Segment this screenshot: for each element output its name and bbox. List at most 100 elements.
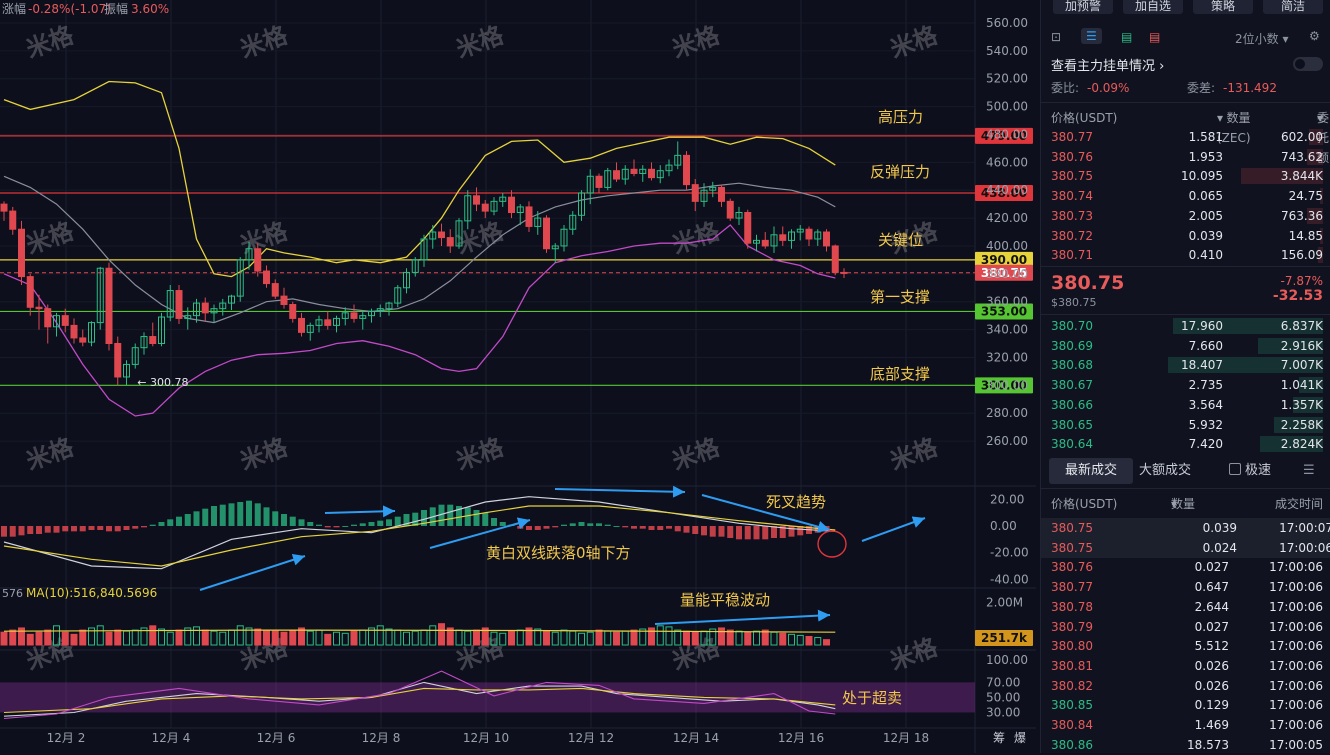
volume-bar xyxy=(210,630,218,646)
candles[interactable]: ← 300.78 xyxy=(0,141,848,389)
speed-checkbox[interactable] xyxy=(1229,463,1241,475)
candle-body xyxy=(254,248,262,272)
trade-row[interactable]: 380.81 0.026 17:00:06 xyxy=(1051,656,1323,676)
macd-bar xyxy=(368,522,375,526)
candle-body xyxy=(79,337,87,343)
orderbook-row[interactable]: 380.76 1.953 743.62 xyxy=(1051,147,1323,167)
trade-row[interactable]: 380.75 0.024 17:00:06 xyxy=(1041,537,1330,558)
annotation-arrow-3 xyxy=(554,485,686,498)
tab-latest-trades[interactable]: 最新成交 xyxy=(1049,458,1133,484)
speed-toggle[interactable]: 极速 xyxy=(1229,458,1271,484)
volume-bar xyxy=(551,631,559,646)
trade-row[interactable]: 380.80 5.512 17:00:06 xyxy=(1051,636,1323,656)
trade-row[interactable]: 380.78 2.644 17:00:06 xyxy=(1051,597,1323,617)
macd-tick: 20.00 xyxy=(990,492,1024,506)
macd-bar xyxy=(97,526,104,530)
candle-body xyxy=(516,206,524,214)
candle-body xyxy=(420,238,428,261)
macd-bar xyxy=(316,524,322,526)
alert-button[interactable]: 加预警 xyxy=(1053,0,1113,14)
strategy-button[interactable]: 策略 xyxy=(1193,0,1253,14)
candle-body xyxy=(394,287,402,304)
price-tick: 340.00 xyxy=(986,323,1028,337)
price-tick: 460.00 xyxy=(986,155,1028,169)
candle-body xyxy=(166,290,174,318)
volume-bar xyxy=(18,627,25,646)
watchlist-button[interactable]: 加自选 xyxy=(1123,0,1183,14)
kdj-tick: 50.00 xyxy=(986,690,1020,704)
last-price-label-bg xyxy=(975,264,1033,281)
simple-button[interactable]: 简洁 xyxy=(1263,0,1323,14)
orderbook-row[interactable]: 380.74 0.065 24.75 xyxy=(1051,186,1323,206)
macd-bar xyxy=(386,519,392,526)
depth-bar xyxy=(1317,247,1323,264)
tab-big-trades[interactable]: 大额成交 xyxy=(1139,463,1192,478)
trade-price: 380.81 xyxy=(1051,658,1093,673)
trade-time: 17:00:06 xyxy=(1269,678,1323,693)
layout-icon[interactable]: ⊡ xyxy=(1051,30,1062,44)
macd-bar xyxy=(464,507,471,526)
main-order-toggle[interactable] xyxy=(1293,57,1323,71)
settings-icon[interactable]: ⚙ xyxy=(1309,29,1320,43)
price-tick: 520.00 xyxy=(986,72,1028,86)
level-label-bg xyxy=(975,377,1033,394)
macd-bar xyxy=(491,518,497,526)
precision-select[interactable]: 2位小数 ▾ xyxy=(1235,32,1289,46)
orderbook-row[interactable]: 380.77 1.581 602.00 xyxy=(1051,127,1323,147)
candle-body xyxy=(140,336,148,349)
orderbook-row[interactable]: 380.72 0.039 14.85 xyxy=(1051,226,1323,246)
orderbook-row[interactable]: 380.67 2.735 1.041K xyxy=(1051,375,1323,395)
macd-bar xyxy=(534,526,541,530)
row-amount: 24.75 xyxy=(1288,189,1323,204)
orderbook-row[interactable]: 380.69 7.660 2.916K xyxy=(1051,336,1323,356)
macd-bar xyxy=(228,503,235,526)
trade-row[interactable]: 380.86 18.573 17:00:05 xyxy=(1051,735,1323,755)
candle-body xyxy=(744,212,752,244)
macd-bar xyxy=(727,526,734,538)
trade-row[interactable]: 380.79 0.027 17:00:06 xyxy=(1051,617,1323,637)
trade-qty: 0.027 xyxy=(1194,619,1229,634)
trades-header-qty[interactable]: 数量(ZEC) ▾ xyxy=(1171,494,1205,531)
volume-bar xyxy=(271,630,279,646)
candle-body xyxy=(761,239,769,247)
trade-time: 17:00:06 xyxy=(1269,639,1323,654)
x-tick: 12月 8 xyxy=(362,731,401,745)
header-qty[interactable]: 数量 (ZEC) ▾ xyxy=(1217,108,1251,145)
kdj-d-line xyxy=(3,687,836,714)
kdj-j-line xyxy=(3,670,836,720)
asks-icon[interactable]: ▤ xyxy=(1149,30,1161,44)
volume-bar xyxy=(385,628,393,646)
trade-row[interactable]: 380.82 0.026 17:00:06 xyxy=(1051,676,1323,696)
row-amount: 3.844K xyxy=(1280,169,1323,184)
orderbook-row[interactable]: 380.68 18.407 7.007K xyxy=(1051,355,1323,375)
main-order-link[interactable]: 查看主力挂单情况 › xyxy=(1051,59,1165,74)
bids-asks-icon[interactable]: ☰ xyxy=(1081,28,1102,44)
volume-bar xyxy=(761,629,769,646)
orderbook-row[interactable]: 380.73 2.005 763.36 xyxy=(1051,206,1323,226)
orderbook-row[interactable]: 380.70 17.960 6.837K xyxy=(1051,316,1323,336)
row-qty: 7.660 xyxy=(1188,338,1223,353)
macd-bar xyxy=(683,526,690,533)
header-amount[interactable]: 委托额 ▾ xyxy=(1317,108,1329,165)
orderbook-row[interactable]: 380.65 5.932 2.258K xyxy=(1051,415,1323,435)
orderbook-row[interactable]: 380.75 10.095 3.844K xyxy=(1051,166,1323,186)
depth-bar xyxy=(1293,396,1323,413)
trade-row[interactable]: 380.76 0.027 17:00:06 xyxy=(1051,557,1323,577)
trade-row[interactable]: 380.75 0.039 17:00:07 xyxy=(1041,518,1330,538)
trade-row[interactable]: 380.77 0.647 17:00:06 xyxy=(1051,577,1323,597)
bids-icon[interactable]: ▤ xyxy=(1121,30,1133,44)
trade-price: 380.86 xyxy=(1051,737,1093,752)
orderbook-row[interactable]: 380.71 0.410 156.09 xyxy=(1051,245,1323,265)
trade-row[interactable]: 380.84 1.469 17:00:06 xyxy=(1051,715,1323,735)
divider xyxy=(1041,488,1330,489)
current-price-usd: $380.75 xyxy=(1051,296,1097,309)
macd-bar xyxy=(289,516,296,526)
candle-body xyxy=(683,154,690,186)
orderbook-row[interactable]: 380.64 7.420 2.824K xyxy=(1051,434,1323,454)
trade-row[interactable]: 380.85 0.129 17:00:06 xyxy=(1051,695,1323,715)
candle-body xyxy=(823,231,830,247)
orderbook-row[interactable]: 380.66 3.564 1.357K xyxy=(1051,395,1323,415)
filter-icon[interactable]: ☰ xyxy=(1303,463,1315,478)
candle-body xyxy=(35,306,43,310)
